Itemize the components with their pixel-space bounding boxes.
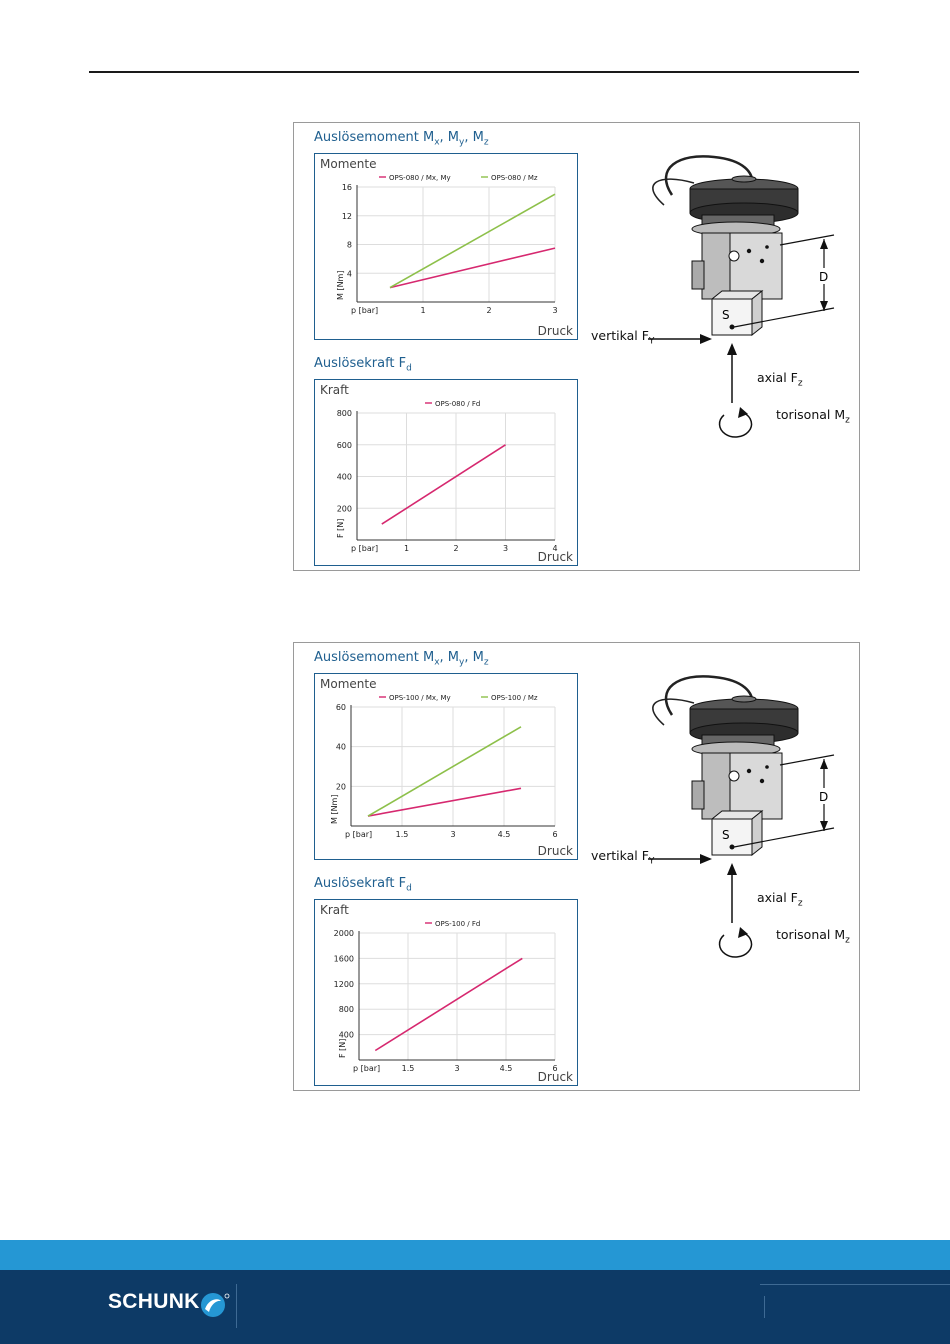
x-axis-label: p [bar] xyxy=(351,544,378,553)
force-chart: 200 400 600 800 1 2 3 4 p [bar] F [N] OPS-080 / Fd xyxy=(336,400,558,553)
legend-entry: OPS-080 / Fd xyxy=(435,400,480,408)
footer-accent-band xyxy=(0,1240,950,1270)
y-tick-label: 40 xyxy=(336,743,346,752)
point-s-label: S xyxy=(722,828,730,842)
x-tick-label: 1.5 xyxy=(402,1064,415,1073)
y-tick-label: 600 xyxy=(337,441,352,450)
force-chart: 400 800 1200 1600 2000 1.5 3 4.5 6 p [bar] F [N] OP… xyxy=(334,920,558,1073)
legend-entry: OPS-080 / Mz xyxy=(491,174,538,182)
panel-ops-080: Auslösemoment Mx, My, Mz Momente 4 8 12 16 1… xyxy=(293,122,860,571)
x-tick-label: 1 xyxy=(404,544,409,553)
y-tick-label: 20 xyxy=(336,782,346,791)
force-section-title: Auslösekraft Fd xyxy=(314,876,412,894)
y-tick-label: 12 xyxy=(342,212,352,221)
x-axis-label: p [bar] xyxy=(351,306,378,315)
axis-druck-label: Druck xyxy=(537,844,573,858)
series-line xyxy=(389,193,556,289)
y-tick-label: 800 xyxy=(337,409,352,418)
legend-entry: OPS-100 / Mz xyxy=(491,694,538,702)
x-tick-label: 1 xyxy=(420,306,425,315)
force-chart-box: Kraft 400 800 1200 1600 2000 1.5 3 4.5 6 p [bar] F… xyxy=(314,899,578,1086)
chart-box-label: Kraft xyxy=(320,903,349,917)
series-line xyxy=(381,444,506,525)
moment-chart-box: Momente 20 40 60 1.5 3 4.5 6 p [bar] M [Nm] OPS-1… xyxy=(314,673,578,860)
series-line xyxy=(367,726,522,817)
x-tick-label: 6 xyxy=(552,1064,557,1073)
force-section-title: Auslösekraft Fd xyxy=(314,356,412,374)
gripper-diagram: S D xyxy=(648,675,835,958)
y-tick-label: 2000 xyxy=(334,929,354,938)
footer-divider xyxy=(764,1296,765,1318)
panel-ops-100: Auslösemoment Mx, My, Mz Momente 20 40 60 1… xyxy=(293,642,860,1091)
y-tick-label: 800 xyxy=(339,1005,354,1014)
moment-chart-box: Momente 4 8 12 16 1 2 3 p [bar] M [Nm] OPS-080 / … xyxy=(314,153,578,340)
footer-divider xyxy=(236,1284,237,1328)
y-tick-label: 1200 xyxy=(334,980,354,989)
y-axis-label: F [N] xyxy=(336,519,345,538)
series-line xyxy=(389,247,556,289)
x-tick-label: 3 xyxy=(503,544,508,553)
series-line xyxy=(374,957,523,1052)
axis-druck-label: Druck xyxy=(537,1070,573,1084)
x-tick-label: 4 xyxy=(552,544,557,553)
x-tick-label: 4.5 xyxy=(498,830,511,839)
legend-entry: OPS-100 / Mx, My xyxy=(389,694,451,702)
dimension-d-label: D xyxy=(819,790,828,804)
torsional-moment-label: torisonal Mz xyxy=(776,927,850,946)
moment-section-title: Auslösemoment Mx, My, Mz xyxy=(314,650,489,668)
y-tick-label: 8 xyxy=(347,241,352,250)
y-tick-label: 400 xyxy=(339,1031,354,1040)
legend-entry: OPS-080 / Mx, My xyxy=(389,174,451,182)
x-tick-label: 3 xyxy=(450,830,455,839)
footer-line xyxy=(760,1284,950,1285)
x-tick-label: 6 xyxy=(552,830,557,839)
x-tick-label: 2 xyxy=(486,306,491,315)
axial-force-label: axial Fz xyxy=(757,370,803,389)
dimension-d-label: D xyxy=(819,270,828,284)
legend-entry: OPS-100 / Fd xyxy=(435,920,480,928)
point-s-label: S xyxy=(722,308,730,322)
x-tick-label: 4.5 xyxy=(500,1064,513,1073)
vertical-force-label: vertikal FY xyxy=(591,328,655,347)
moment-section-title: Auslösemoment Mx, My, Mz xyxy=(314,130,489,148)
torsional-moment-label: torisonal Mz xyxy=(776,407,850,426)
vertical-force-label: vertikal FY xyxy=(591,848,655,867)
y-axis-label: F [N] xyxy=(338,1039,347,1058)
chart-box-label: Momente xyxy=(320,157,377,171)
x-axis-label: p [bar] xyxy=(345,830,372,839)
moment-chart: 20 40 60 1.5 3 4.5 6 p [bar] M [Nm] OPS-100 / Mx,… xyxy=(330,694,558,839)
y-axis-label: M [Nm] xyxy=(330,795,339,824)
axial-force-label: axial Fz xyxy=(757,890,803,909)
y-tick-label: 4 xyxy=(347,269,352,278)
schunk-logo-icon xyxy=(201,1293,230,1317)
footer-band xyxy=(0,1270,950,1344)
series-line xyxy=(367,787,522,817)
chart-box-label: Momente xyxy=(320,677,377,691)
y-tick-label: 16 xyxy=(342,183,352,192)
force-chart-box: Kraft 200 400 600 800 1 2 3 4 p [bar] F [N] OPS-08… xyxy=(314,379,578,566)
y-tick-label: 400 xyxy=(337,473,352,482)
x-tick-label: 3 xyxy=(552,306,557,315)
axis-druck-label: Druck xyxy=(537,324,573,338)
x-tick-label: 2 xyxy=(453,544,458,553)
schunk-logo: SCHUNK xyxy=(108,1290,200,1313)
y-tick-label: 60 xyxy=(336,703,346,712)
header-rule xyxy=(89,71,859,73)
y-tick-label: 200 xyxy=(337,504,352,513)
gripper-diagram: S D xyxy=(648,155,835,438)
x-axis-label: p [bar] xyxy=(353,1064,380,1073)
x-tick-label: 1.5 xyxy=(396,830,409,839)
y-tick-label: 1600 xyxy=(334,954,354,963)
x-tick-label: 3 xyxy=(454,1064,459,1073)
y-axis-label: M [Nm] xyxy=(336,271,345,300)
chart-box-label: Kraft xyxy=(320,383,349,397)
axis-druck-label: Druck xyxy=(537,550,573,564)
